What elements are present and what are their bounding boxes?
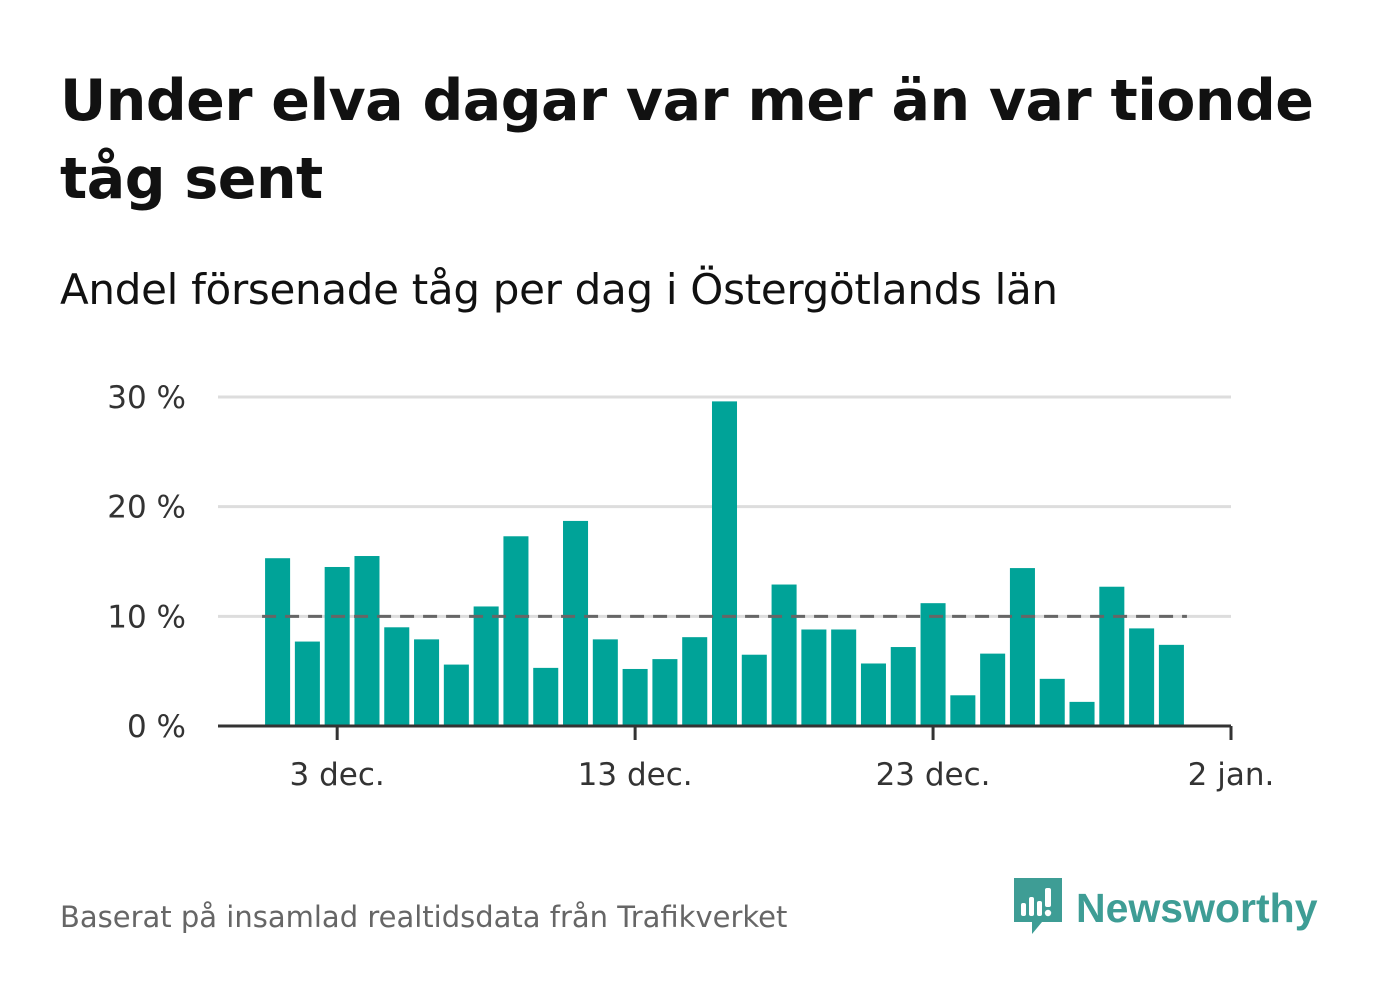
bar	[1009, 568, 1035, 726]
y-tick-labels: 0 % 10 % 20 % 30 %	[107, 380, 186, 745]
x-tick-label: 3 dec.	[290, 757, 385, 793]
bar	[920, 603, 946, 726]
x-tick-labels: 3 dec. 13 dec. 23 dec. 2 jan.	[290, 757, 1275, 793]
y-tick-label: 30 %	[107, 380, 186, 416]
bar	[265, 558, 291, 726]
bar	[1069, 701, 1095, 726]
brand-name: Newsworthy	[1076, 884, 1318, 931]
bar	[1039, 678, 1065, 726]
bar-chart: 0 % 10 % 20 % 30 % 3 dec. 13 dec. 23 dec. 2 ja…	[107, 380, 1275, 793]
bar	[592, 639, 618, 726]
bar	[563, 520, 589, 726]
x-tick-label: 23 dec.	[876, 757, 991, 793]
bars	[265, 401, 1184, 726]
bar	[533, 667, 559, 726]
newsworthy-logo-icon	[1012, 876, 1064, 940]
bar	[503, 536, 529, 726]
bar	[443, 664, 469, 726]
bar	[1158, 644, 1184, 726]
bar	[1129, 628, 1155, 726]
bar	[354, 556, 380, 726]
source-note: Baserat på insamlad realtidsdata från Tr…	[60, 900, 788, 934]
bar	[682, 637, 708, 726]
bar	[414, 639, 440, 726]
bar	[622, 668, 648, 726]
brand-logo[interactable]: Newsworthy	[1012, 876, 1318, 940]
bar	[384, 627, 410, 726]
y-tick-label: 0 %	[127, 709, 186, 745]
chart-subtitle: Andel försenade tåg per dag i Östergötla…	[60, 265, 1058, 314]
bar	[860, 663, 886, 726]
bar	[950, 695, 976, 726]
x-tick-label: 13 dec.	[578, 757, 693, 793]
y-tick-label: 10 %	[107, 599, 186, 635]
bar	[890, 647, 916, 726]
bar	[711, 401, 738, 726]
chart-title: Under elva dagar var mer än var tionde t…	[60, 68, 1314, 212]
y-tick-label: 20 %	[107, 490, 186, 526]
x-tick-label: 2 jan.	[1188, 757, 1275, 793]
bar	[771, 584, 797, 726]
bar	[652, 659, 678, 726]
bar	[831, 629, 857, 726]
bar	[324, 566, 350, 726]
x-axis	[218, 724, 1233, 740]
bar	[801, 629, 827, 726]
bar	[473, 606, 499, 726]
bar	[741, 654, 767, 726]
bar	[1099, 586, 1125, 726]
bar	[980, 653, 1006, 726]
bar	[294, 641, 320, 726]
